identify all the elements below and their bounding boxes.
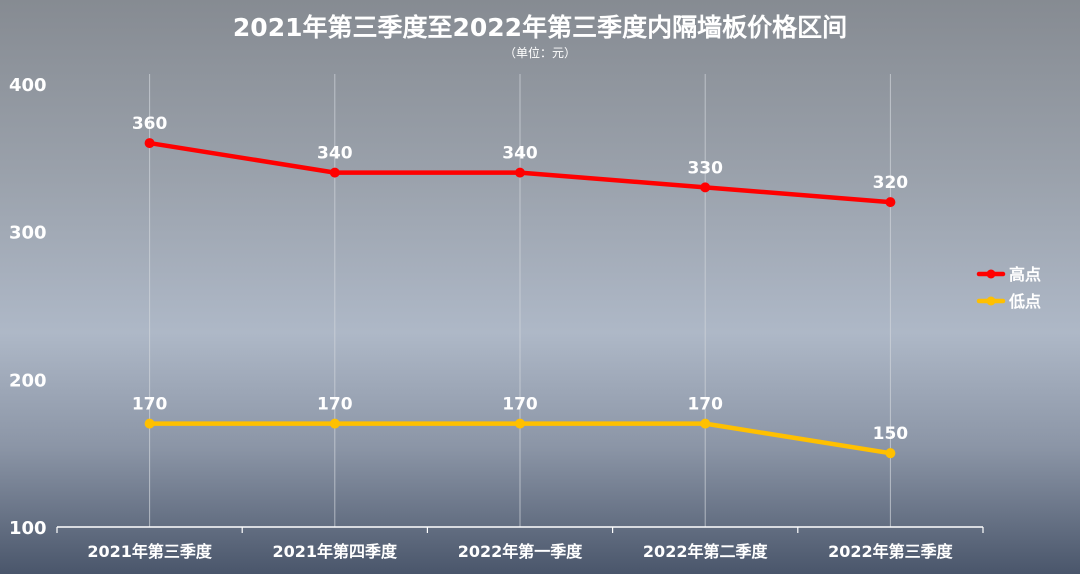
legend-marker	[986, 269, 996, 279]
data-point	[885, 448, 896, 459]
chart-title: 2021年第三季度至2022年第三季度内隔墙板价格区间	[233, 13, 847, 42]
grid	[149, 74, 891, 527]
y-tick-label: 200	[9, 370, 47, 391]
y-tick-label: 300	[9, 223, 47, 244]
data-label: 170	[687, 395, 723, 415]
x-tick-label: 2022年第一季度	[458, 542, 584, 561]
data-point	[329, 418, 340, 429]
y-tick-label: 400	[9, 75, 47, 96]
data-point	[144, 138, 155, 149]
x-tick-label: 2021年第四季度	[273, 542, 399, 561]
x-tick-label: 2022年第二季度	[643, 542, 769, 561]
x-tick-label: 2022年第三季度	[828, 542, 954, 561]
data-label: 170	[132, 395, 168, 415]
axes: 2021年第三季度 2021年第四季度 2022年第一季度 2022年第二季度 2022…	[9, 75, 984, 561]
data-point	[144, 418, 155, 429]
data-point	[329, 167, 340, 178]
data-point	[515, 418, 525, 429]
data-labels: 360 340 340 330 320 170 170 170 170 150	[132, 114, 908, 444]
y-tick-label: 100	[9, 518, 47, 539]
data-point	[700, 418, 711, 429]
legend-marker	[986, 296, 996, 306]
data-label: 320	[873, 173, 909, 193]
data-point	[515, 167, 525, 178]
x-tick-label: 2021年第三季度	[87, 542, 213, 561]
data-label: 340	[317, 144, 353, 164]
legend-label: 低点	[1008, 292, 1041, 311]
data-label: 340	[502, 144, 538, 164]
data-point	[885, 197, 896, 208]
data-label: 360	[132, 114, 168, 134]
data-label: 150	[873, 424, 909, 444]
data-point	[700, 182, 711, 193]
data-label: 170	[502, 395, 538, 415]
chart-subtitle: （单位：元）	[504, 45, 576, 60]
legend-label: 高点	[1009, 265, 1041, 284]
data-label: 330	[687, 158, 723, 178]
data-label: 170	[317, 395, 353, 415]
series-layer	[144, 138, 896, 459]
